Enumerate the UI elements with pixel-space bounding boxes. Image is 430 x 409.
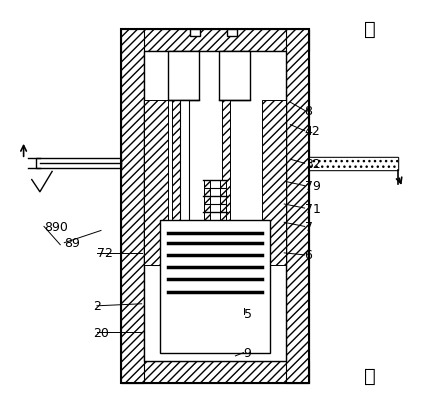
Bar — [264, 243, 276, 259]
Text: 6: 6 — [304, 249, 313, 262]
Bar — [309, 157, 398, 171]
Text: 71: 71 — [304, 202, 320, 215]
Bar — [180, 101, 188, 237]
Text: 后: 后 — [364, 20, 376, 39]
Text: 72: 72 — [97, 247, 113, 260]
Text: 5: 5 — [243, 308, 252, 321]
Text: 9: 9 — [243, 346, 252, 359]
Bar — [121, 30, 309, 52]
Bar — [121, 361, 309, 383]
Bar — [172, 101, 180, 237]
Bar — [144, 52, 286, 361]
Bar — [121, 30, 144, 383]
Bar — [160, 221, 270, 353]
Bar — [144, 101, 168, 265]
Bar — [121, 30, 309, 383]
Bar — [210, 180, 220, 265]
Bar — [219, 52, 249, 101]
Bar — [262, 101, 286, 265]
Bar — [286, 30, 309, 383]
Bar — [190, 30, 200, 37]
Bar — [168, 52, 199, 101]
Text: 89: 89 — [64, 237, 80, 249]
Bar — [309, 157, 398, 171]
Text: 79: 79 — [304, 180, 320, 193]
Bar — [204, 180, 226, 265]
Text: 前: 前 — [364, 366, 376, 384]
Bar — [227, 30, 237, 37]
Text: 32: 32 — [304, 157, 320, 171]
Text: 8: 8 — [304, 105, 313, 117]
Bar — [152, 243, 164, 259]
Text: 7: 7 — [304, 220, 313, 233]
Text: 2: 2 — [93, 299, 101, 312]
Bar — [152, 237, 235, 265]
Text: 20: 20 — [93, 326, 109, 339]
Bar — [222, 101, 230, 237]
Text: 42: 42 — [304, 125, 320, 138]
Text: 890: 890 — [44, 220, 68, 233]
Bar — [36, 159, 121, 169]
